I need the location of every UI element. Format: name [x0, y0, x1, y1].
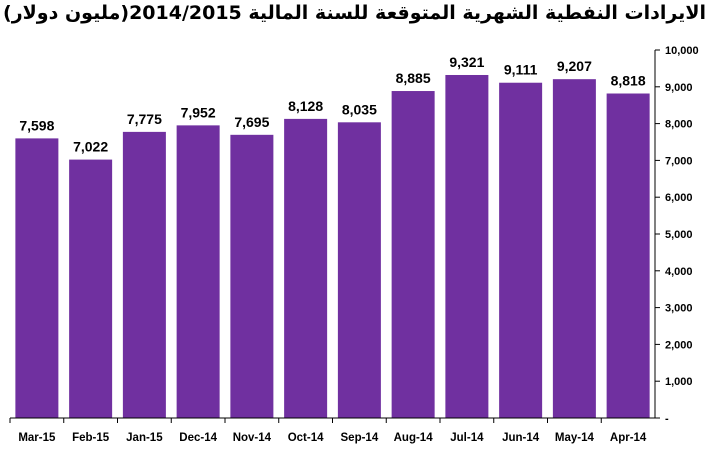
data-label-Jul-14: 9,321 [449, 54, 484, 70]
bar-Mar-15 [15, 138, 59, 418]
x-tick-label-May-14: May-14 [555, 432, 595, 444]
data-label-Aug-14: 8,885 [396, 70, 431, 86]
y-tick-label-6: 6,000 [665, 192, 693, 204]
data-label-Feb-15: 7,022 [73, 139, 108, 155]
bar-Nov-14 [230, 134, 274, 418]
x-tick-label-Nov-14: Nov-14 [233, 432, 272, 444]
y-tick-label-9: 9,000 [665, 82, 693, 94]
bar-Sep-14 [337, 122, 381, 418]
x-tick-label-Jul-14: Jul-14 [450, 432, 484, 444]
y-axis: - 1,000 2,000 3,000 4,000 5,000 6,000 7,000 8,00… [654, 45, 699, 425]
x-axis: Mar-15 Feb-15 Jan-15 Dec-14 Nov-14 Oct-14 Sep-… [9, 417, 655, 444]
bar-Feb-15 [69, 159, 113, 418]
x-tick-label-Sep-14: Sep-14 [341, 432, 379, 444]
bar-Jul-14 [445, 74, 489, 419]
x-tick-label-Jan-15: Jan-15 [126, 432, 163, 444]
y-tick-label-5: 5,000 [665, 229, 693, 241]
bar-Aug-14 [391, 91, 435, 418]
bar-Dec-14 [176, 125, 220, 419]
data-label-Apr-14: 8,818 [611, 73, 646, 89]
y-tick-label-0: - [665, 413, 669, 425]
bar-Oct-14 [284, 118, 328, 418]
data-label-May-14: 9,207 [557, 58, 592, 74]
y-tick-label-4: 4,000 [665, 266, 693, 278]
y-tick-label-3: 3,000 [665, 303, 693, 315]
data-label-Dec-14: 7,952 [181, 104, 216, 120]
bar-May-14 [552, 79, 596, 419]
bar-Apr-14 [606, 93, 650, 418]
data-label-Sep-14: 8,035 [342, 101, 377, 117]
y-tick-label-10: 10,000 [665, 45, 699, 57]
y-tick-label-2: 2,000 [665, 339, 693, 351]
data-label-Jan-15: 7,775 [127, 111, 162, 127]
x-tick-label-Dec-14: Dec-14 [179, 432, 217, 444]
data-label-Nov-14: 7,695 [234, 114, 269, 130]
x-tick-label-Oct-14: Oct-14 [288, 432, 324, 444]
data-label-Oct-14: 8,128 [288, 98, 323, 114]
bars-layer [15, 74, 650, 419]
chart-title: الايرادات النفطية الشهرية المتوقعة للسنة… [3, 2, 706, 24]
bar-Jun-14 [499, 82, 543, 418]
x-tick-label-Apr-14: Apr-14 [610, 432, 647, 444]
y-tick-label-7: 7,000 [665, 155, 693, 167]
y-tick-label-1: 1,000 [665, 376, 693, 388]
data-label-Jun-14: 9,111 [504, 62, 538, 78]
x-tick-label-Aug-14: Aug-14 [394, 432, 434, 444]
x-tick-label-Jun-14: Jun-14 [502, 432, 540, 444]
data-labels-layer: 7,598 7,022 7,775 7,952 7,695 8,128 8,035 8,885… [19, 54, 645, 155]
y-tick-label-8: 8,000 [665, 119, 693, 131]
x-tick-label-Mar-15: Mar-15 [18, 432, 56, 444]
x-tick-label-Feb-15: Feb-15 [72, 432, 110, 444]
data-label-Mar-15: 7,598 [19, 117, 54, 133]
bar-Jan-15 [122, 131, 166, 418]
